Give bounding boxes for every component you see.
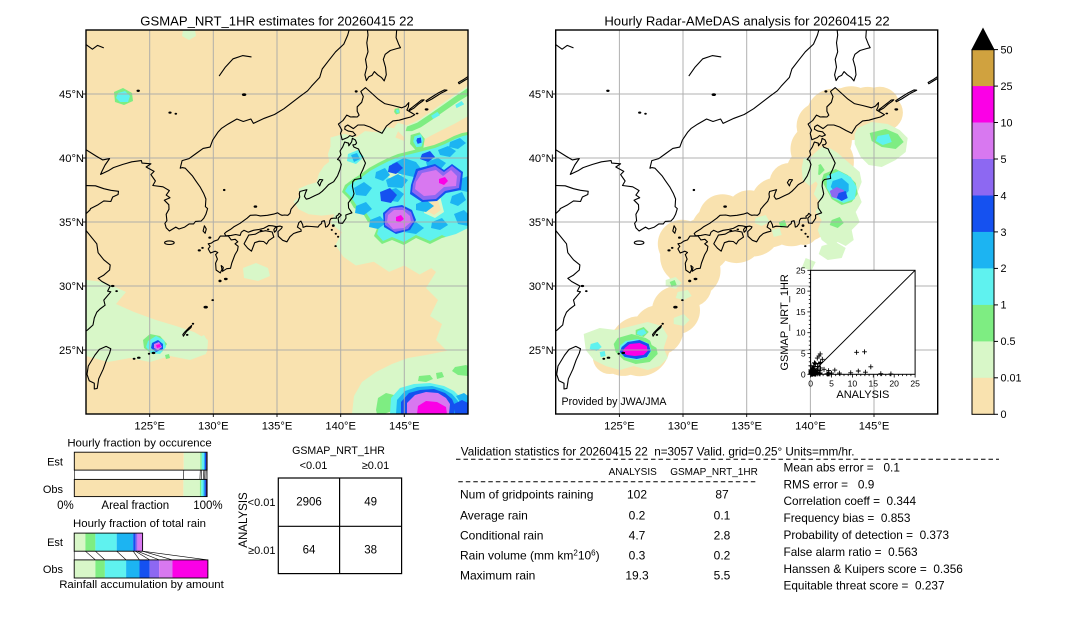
svg-text:125°E: 125°E bbox=[604, 420, 635, 432]
svg-text:2: 2 bbox=[1001, 263, 1007, 275]
svg-text:5: 5 bbox=[829, 378, 834, 388]
svg-text:Hourly fraction by occurence: Hourly fraction by occurence bbox=[67, 438, 211, 450]
svg-text:Correlation coeff = 0.344: Correlation coeff = 0.344 bbox=[784, 494, 917, 508]
svg-text:10: 10 bbox=[1001, 117, 1013, 129]
svg-text:0.2: 0.2 bbox=[629, 508, 646, 522]
svg-text:GSMAP_NRT_1HR: GSMAP_NRT_1HR bbox=[670, 467, 758, 478]
svg-text:38: 38 bbox=[364, 545, 377, 557]
svg-text:10: 10 bbox=[796, 328, 806, 338]
svg-text:4: 4 bbox=[1001, 190, 1007, 202]
svg-text:40°N: 40°N bbox=[529, 153, 554, 165]
svg-text:Rainfall accumulation by amoun: Rainfall accumulation by amount bbox=[59, 579, 224, 591]
svg-text:0: 0 bbox=[1001, 409, 1007, 421]
svg-text:5: 5 bbox=[801, 349, 806, 359]
svg-text:20: 20 bbox=[796, 286, 806, 296]
svg-text:15: 15 bbox=[796, 307, 806, 317]
svg-text:5.5: 5.5 bbox=[714, 568, 731, 582]
svg-text:Average rain: Average rain bbox=[460, 508, 528, 522]
svg-text:RMS error = 0.9: RMS error = 0.9 bbox=[784, 478, 875, 492]
svg-text:87: 87 bbox=[715, 488, 729, 502]
svg-text:Provided by JWA/JMA: Provided by JWA/JMA bbox=[562, 396, 668, 408]
svg-text:140°E: 140°E bbox=[795, 420, 826, 432]
svg-text:10: 10 bbox=[848, 378, 858, 388]
svg-text:<0.01: <0.01 bbox=[248, 497, 276, 509]
svg-text:25: 25 bbox=[796, 265, 806, 275]
svg-text:≥0.01: ≥0.01 bbox=[362, 460, 389, 472]
svg-text:ANALYSIS: ANALYSIS bbox=[238, 492, 250, 548]
svg-text:45°N: 45°N bbox=[59, 89, 84, 101]
svg-text:3: 3 bbox=[1001, 227, 1007, 239]
svg-text:19.3: 19.3 bbox=[625, 568, 649, 582]
svg-text:35°N: 35°N bbox=[529, 217, 554, 229]
svg-text:145°E: 145°E bbox=[859, 420, 890, 432]
svg-text:Est: Est bbox=[47, 537, 63, 549]
svg-text:ANALYSIS: ANALYSIS bbox=[836, 389, 889, 401]
svg-text:<0.01: <0.01 bbox=[300, 460, 328, 472]
svg-text:0%: 0% bbox=[57, 500, 74, 512]
svg-text:Hourly Radar-AMeDAS analysis f: Hourly Radar-AMeDAS analysis for 2026041… bbox=[604, 14, 889, 29]
svg-text:Areal fraction: Areal fraction bbox=[101, 500, 169, 512]
svg-text:5: 5 bbox=[1001, 154, 1007, 166]
svg-text:2906: 2906 bbox=[296, 497, 322, 509]
svg-text:Hourly fraction of total rain: Hourly fraction of total rain bbox=[73, 518, 206, 530]
svg-text:Frequency bias = 0.853: Frequency bias = 0.853 bbox=[784, 511, 911, 525]
svg-text:25°N: 25°N bbox=[59, 345, 84, 357]
svg-text:Probability of detection = 0.: Probability of detection = 0.373 bbox=[784, 528, 950, 542]
svg-text:0.5: 0.5 bbox=[1001, 336, 1016, 348]
svg-text:140°E: 140°E bbox=[325, 420, 356, 432]
svg-text:Rain volume (mm km2106): Rain volume (mm km2106) bbox=[460, 548, 600, 562]
svg-text:4.7: 4.7 bbox=[629, 529, 646, 543]
svg-text:25°N: 25°N bbox=[529, 345, 554, 357]
svg-text:Conditional rain: Conditional rain bbox=[460, 529, 543, 543]
svg-text:135°E: 135°E bbox=[262, 420, 293, 432]
svg-text:0.1: 0.1 bbox=[714, 508, 731, 522]
svg-text:Validation statistics for 2026: Validation statistics for 20260415 22 n=… bbox=[461, 446, 855, 459]
svg-text:GSMAP_NRT_1HR: GSMAP_NRT_1HR bbox=[292, 445, 385, 457]
svg-text:2.8: 2.8 bbox=[714, 529, 731, 543]
svg-text:30°N: 30°N bbox=[59, 281, 84, 293]
svg-text:49: 49 bbox=[364, 497, 377, 509]
svg-text:15: 15 bbox=[869, 378, 879, 388]
svg-text:45°N: 45°N bbox=[529, 89, 554, 101]
svg-text:≥0.01: ≥0.01 bbox=[248, 545, 275, 557]
svg-text:0: 0 bbox=[808, 378, 813, 388]
svg-text:0.3: 0.3 bbox=[629, 548, 646, 562]
svg-text:25: 25 bbox=[1001, 81, 1013, 93]
svg-text:Obs: Obs bbox=[43, 484, 64, 496]
svg-text:130°E: 130°E bbox=[198, 420, 229, 432]
svg-text:125°E: 125°E bbox=[134, 420, 165, 432]
svg-text:50: 50 bbox=[1001, 44, 1013, 56]
svg-text:130°E: 130°E bbox=[668, 420, 699, 432]
svg-text:Num of gridpoints raining: Num of gridpoints raining bbox=[460, 488, 593, 502]
svg-text:35°N: 35°N bbox=[59, 217, 84, 229]
svg-text:GSMAP_NRT_1HR estimates for 20: GSMAP_NRT_1HR estimates for 20260415 22 bbox=[140, 14, 413, 29]
svg-text:20: 20 bbox=[889, 378, 899, 388]
svg-text:Obs: Obs bbox=[43, 564, 64, 576]
svg-text:Maximum rain: Maximum rain bbox=[460, 568, 535, 582]
svg-text:Hanssen & Kuipers score = 0.3: Hanssen & Kuipers score = 0.356 bbox=[784, 562, 964, 576]
svg-text:25: 25 bbox=[910, 378, 920, 388]
svg-text:102: 102 bbox=[627, 488, 647, 502]
svg-text:135°E: 135°E bbox=[731, 420, 762, 432]
svg-text:0.01: 0.01 bbox=[1001, 373, 1022, 385]
svg-text:ANALYSIS: ANALYSIS bbox=[609, 467, 657, 478]
svg-text:40°N: 40°N bbox=[59, 153, 84, 165]
svg-text:False alarm ratio = 0.563: False alarm ratio = 0.563 bbox=[784, 545, 919, 559]
svg-text:Est: Est bbox=[47, 456, 63, 468]
svg-text:Mean abs error = 0.1: Mean abs error = 0.1 bbox=[784, 461, 900, 475]
svg-text:Equitable threat score = 0.23: Equitable threat score = 0.237 bbox=[784, 579, 945, 593]
svg-text:145°E: 145°E bbox=[389, 420, 420, 432]
svg-text:0: 0 bbox=[801, 369, 806, 379]
svg-text:64: 64 bbox=[303, 545, 316, 557]
svg-text:0.2: 0.2 bbox=[714, 548, 731, 562]
svg-text:GSMAP_NRT_1HR: GSMAP_NRT_1HR bbox=[779, 274, 791, 370]
svg-text:1: 1 bbox=[1001, 300, 1007, 312]
svg-text:100%: 100% bbox=[193, 500, 222, 512]
svg-text:30°N: 30°N bbox=[529, 281, 554, 293]
